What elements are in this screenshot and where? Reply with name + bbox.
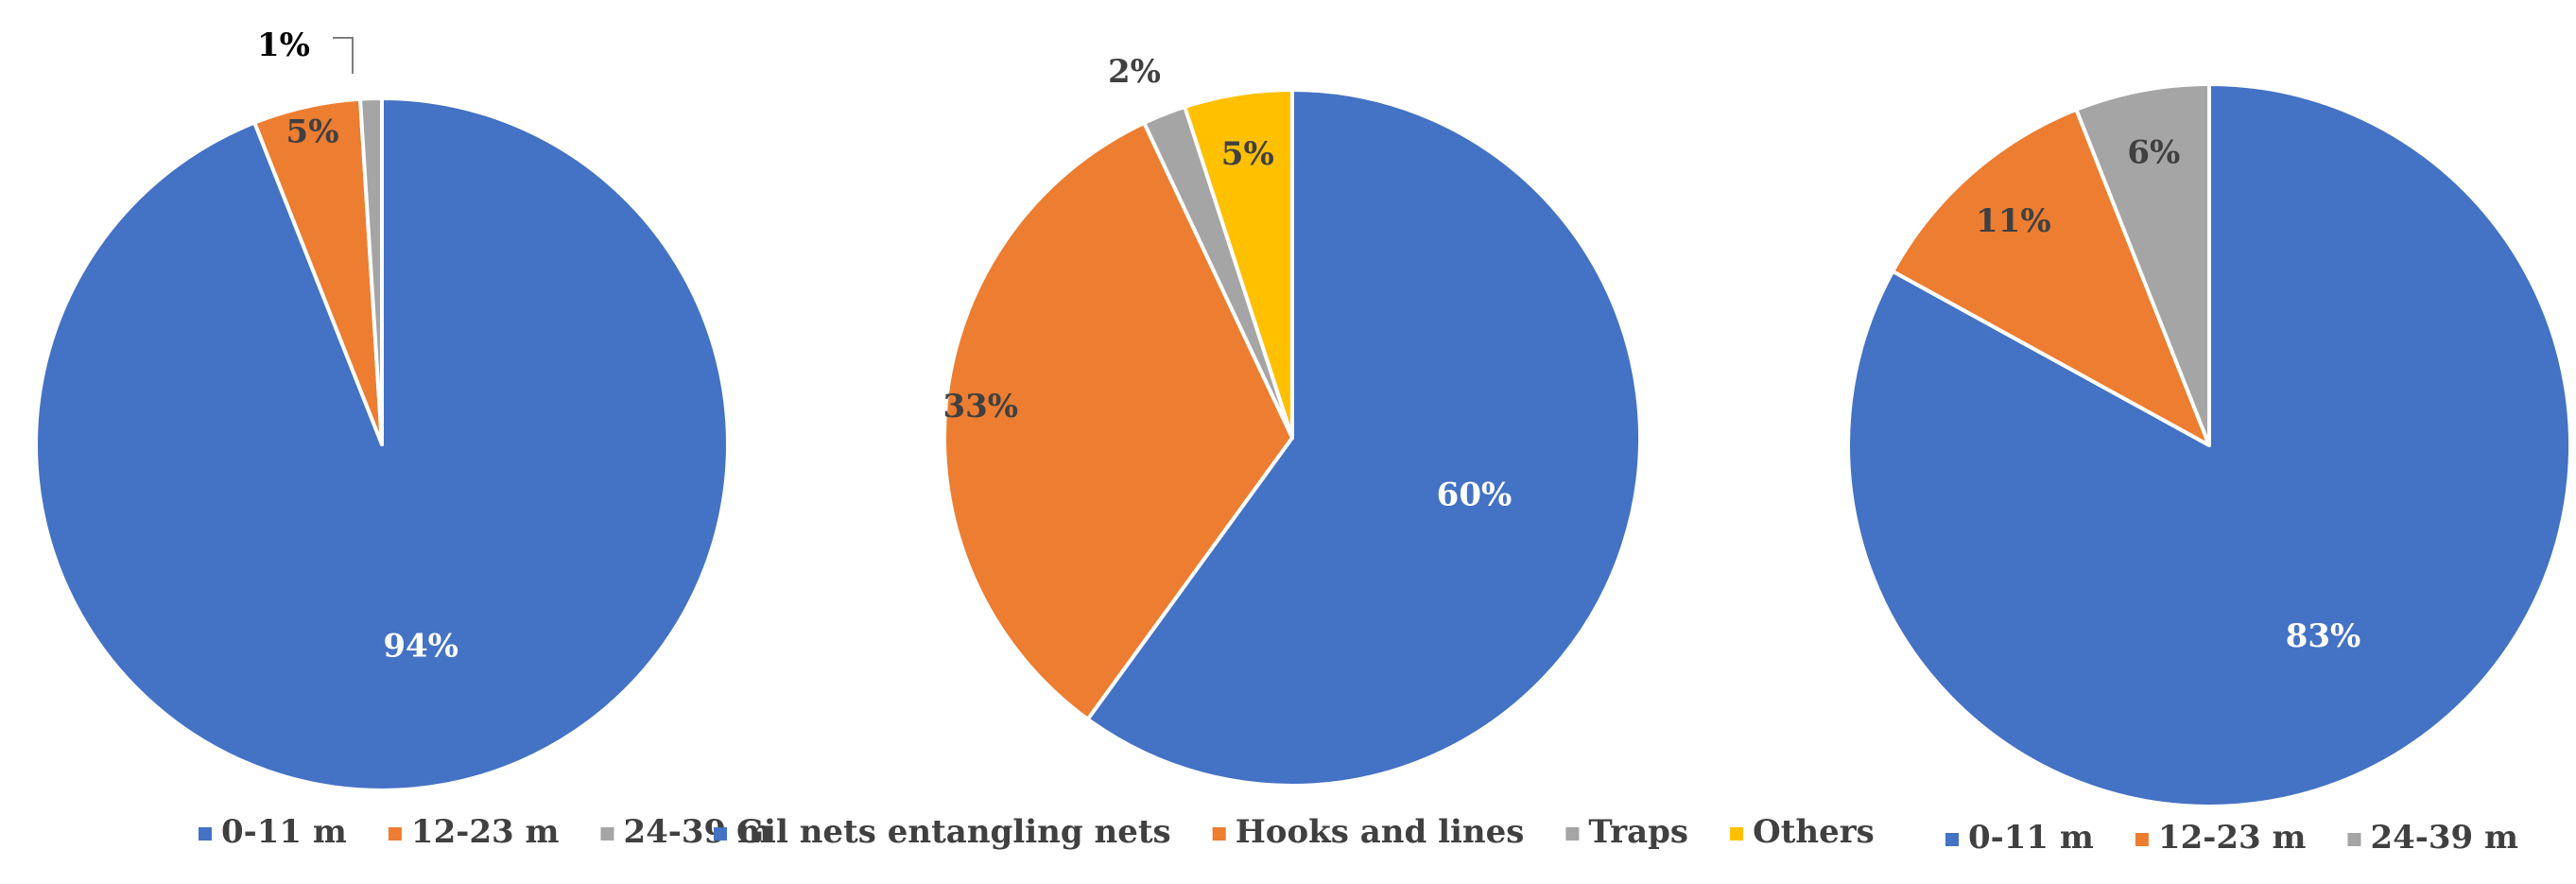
legend-vessel-length-right: 0-11 m 12-23 m 24-39 m xyxy=(1945,819,2518,857)
data-label-12-23-m: 11% xyxy=(1976,202,2051,240)
legend-label-0-11-m: 0-11 m xyxy=(1968,819,2094,857)
legend-swatch-others xyxy=(1730,827,1744,841)
data-label-hooks-and-lines: 33% xyxy=(942,388,1018,425)
data-label-24-39-m: 6% xyxy=(2127,133,2180,171)
legend-label-0-11-m: 0-11 m xyxy=(221,813,347,851)
legend-swatch-hooks-and-lines xyxy=(1212,827,1226,841)
pie-chart-fishing-gear: 60% 33% 2% 5% xyxy=(942,53,1642,788)
data-label-others: 5% xyxy=(1221,135,1274,173)
pie-slice-hooks-and-lines xyxy=(942,121,1294,721)
legend-label-traps: Traps xyxy=(1588,813,1688,851)
pie-slice-others xyxy=(1183,88,1294,440)
legend-vessel-length-left: 0-11 m 12-23 m 24-39 m xyxy=(199,813,771,851)
data-label-24-39-m: 1% xyxy=(257,26,310,64)
data-label-12-23-m: 5% xyxy=(286,113,339,150)
pie-slice-24-39-m xyxy=(2074,82,2211,447)
legend-label-12-23-m: 12-23 m xyxy=(2158,819,2307,857)
legend-swatch-12-23-m xyxy=(388,827,402,841)
pie-slice-gil-nets-entangling-nets xyxy=(1085,88,1642,788)
legend-label-hooks-and-lines: Hooks and lines xyxy=(1236,813,1525,851)
legend-label-24-39-m: 24-39 m xyxy=(2370,819,2518,857)
legend-label-12-23-m: 12-23 m xyxy=(411,813,560,851)
legend-swatch-24-39-m xyxy=(600,827,614,841)
legend-swatch-12-23-m xyxy=(2135,833,2149,846)
legend-swatch-24-39-m xyxy=(2347,833,2361,846)
data-label-0-11-m: 94% xyxy=(383,628,458,666)
data-label-traps: 2% xyxy=(1108,53,1161,91)
legend-label-others: Others xyxy=(1753,813,1875,851)
legend-fishing-gear: Gil nets entangling nets Hooks and lines T… xyxy=(714,813,1875,851)
legend-label-24-39-m: 24-39 m xyxy=(623,813,771,851)
pie-slice-12-23-m xyxy=(1891,107,2211,447)
pie-chart-vessel-length-left: 94% 5% 1% xyxy=(34,26,730,792)
data-label-0-11-m: 83% xyxy=(2286,617,2361,655)
legend-label-gil-nets-entangling-nets: Gil nets entangling nets xyxy=(736,813,1171,851)
legend-swatch-0-11-m xyxy=(1945,833,1959,846)
legend-swatch-0-11-m xyxy=(199,827,212,841)
legend-swatch-gil-nets-entangling-nets xyxy=(714,827,727,841)
leader-line xyxy=(333,37,354,74)
data-label-gil-nets-entangling-nets: 60% xyxy=(1437,477,1513,514)
legend-swatch-traps xyxy=(1565,827,1580,841)
pie-slice-24-39-m xyxy=(358,96,384,446)
pie-chart-vessel-length-right: 83% 11% 6% xyxy=(1846,82,2572,808)
